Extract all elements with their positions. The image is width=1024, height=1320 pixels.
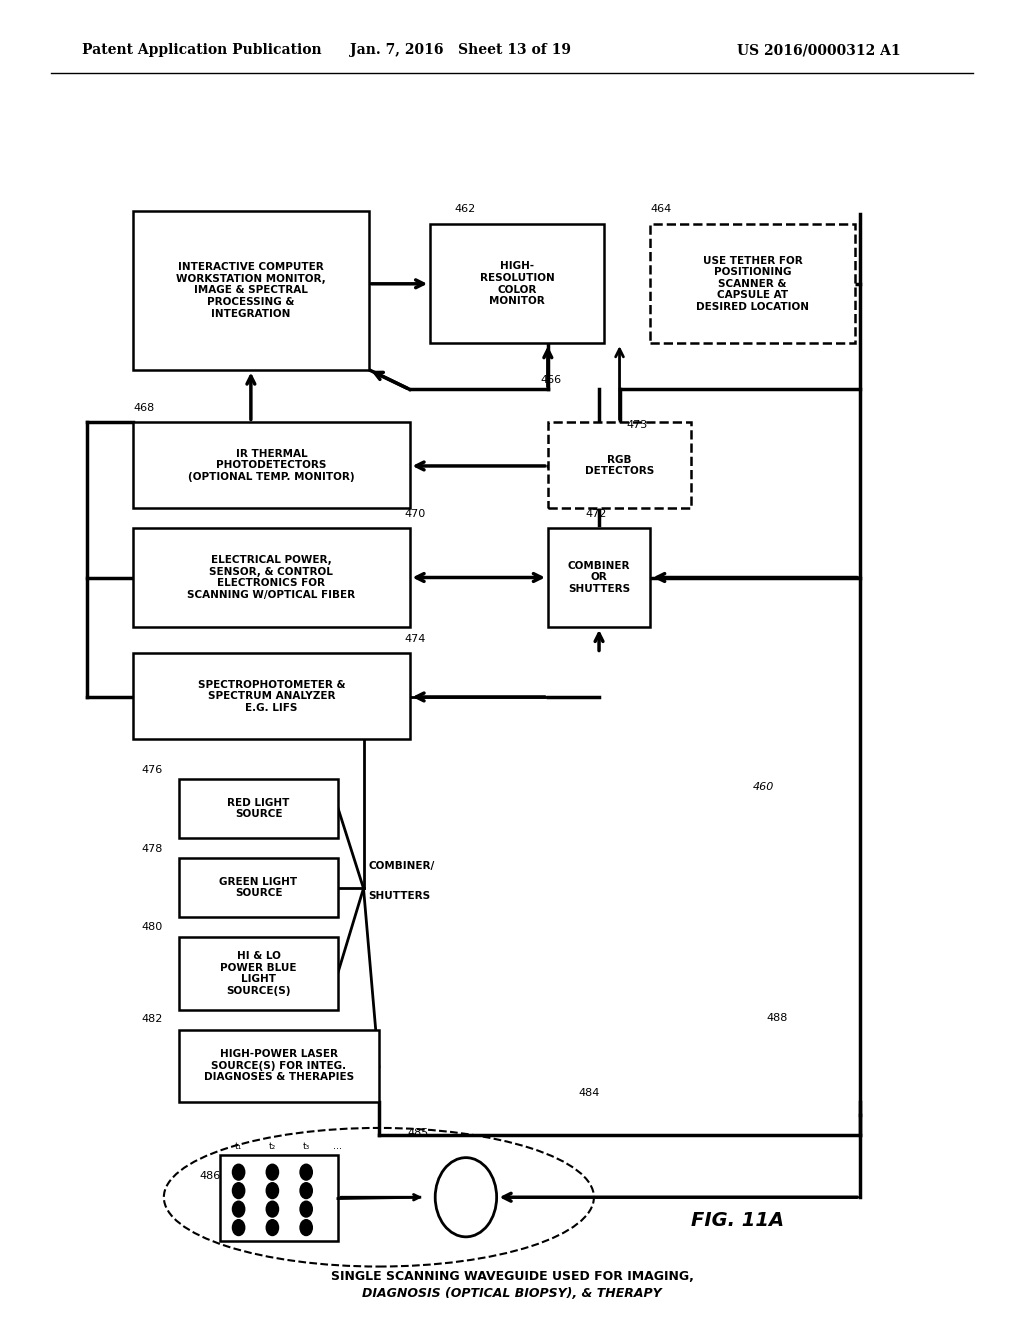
Circle shape (266, 1183, 279, 1199)
Text: GREEN LIGHT
SOURCE: GREEN LIGHT SOURCE (219, 876, 298, 899)
Text: 474: 474 (404, 634, 426, 644)
Text: SHUTTERS: SHUTTERS (369, 891, 431, 902)
Text: t₃: t₃ (302, 1142, 310, 1151)
Circle shape (266, 1220, 279, 1236)
Circle shape (232, 1220, 245, 1236)
Bar (650, 224, 855, 343)
Bar (133, 211, 369, 370)
Bar (179, 779, 338, 838)
Circle shape (266, 1201, 279, 1217)
Text: ELECTRICAL POWER,
SENSOR, & CONTROL
ELECTRONICS FOR
SCANNING W/OPTICAL FIBER: ELECTRICAL POWER, SENSOR, & CONTROL ELEC… (187, 556, 355, 599)
Text: RGB
DETECTORS: RGB DETECTORS (585, 454, 654, 477)
Bar (179, 858, 338, 917)
Text: COMBINER
OR
SHUTTERS: COMBINER OR SHUTTERS (567, 561, 631, 594)
Text: FIG. 11A: FIG. 11A (691, 1212, 783, 1230)
Text: 472: 472 (586, 508, 607, 519)
Text: RED LIGHT
SOURCE: RED LIGHT SOURCE (227, 797, 290, 820)
Bar (548, 528, 650, 627)
Text: US 2016/0000312 A1: US 2016/0000312 A1 (737, 44, 901, 57)
Bar (179, 937, 338, 1010)
Text: 486: 486 (200, 1171, 221, 1181)
Text: 480: 480 (141, 921, 163, 932)
Text: HIGH-POWER LASER
SOURCE(S) FOR INTEG.
DIAGNOSES & THERAPIES: HIGH-POWER LASER SOURCE(S) FOR INTEG. DI… (204, 1049, 354, 1082)
Text: Patent Application Publication: Patent Application Publication (82, 44, 322, 57)
Text: 464: 464 (650, 203, 672, 214)
Bar (430, 224, 604, 343)
Circle shape (232, 1201, 245, 1217)
Text: ...: ... (333, 1140, 342, 1151)
Circle shape (300, 1220, 312, 1236)
Text: HI & LO
POWER BLUE
LIGHT
SOURCE(S): HI & LO POWER BLUE LIGHT SOURCE(S) (220, 952, 297, 995)
Bar (220, 1155, 338, 1241)
Bar (133, 422, 410, 508)
Circle shape (300, 1201, 312, 1217)
Text: 466: 466 (541, 375, 562, 385)
Text: 478: 478 (141, 843, 163, 854)
Text: 476: 476 (141, 764, 163, 775)
Text: COMBINER/: COMBINER/ (369, 861, 435, 871)
Text: t₁: t₁ (234, 1142, 243, 1151)
Text: 488: 488 (766, 1012, 787, 1023)
Text: 470: 470 (404, 508, 426, 519)
Text: 460: 460 (753, 781, 774, 792)
Text: t₂: t₂ (268, 1142, 276, 1151)
Text: 482: 482 (141, 1014, 163, 1024)
Circle shape (300, 1164, 312, 1180)
Circle shape (266, 1164, 279, 1180)
Text: SPECTROPHOTOMETER &
SPECTRUM ANALYZER
E.G. LIFS: SPECTROPHOTOMETER & SPECTRUM ANALYZER E.… (198, 680, 345, 713)
Bar (133, 653, 410, 739)
Text: USE TETHER FOR
POSITIONING
SCANNER &
CAPSULE AT
DESIRED LOCATION: USE TETHER FOR POSITIONING SCANNER & CAP… (696, 256, 809, 312)
Text: SINGLE SCANNING WAVEGUIDE USED FOR IMAGING,: SINGLE SCANNING WAVEGUIDE USED FOR IMAGI… (331, 1270, 693, 1283)
Text: DIAGNOSIS (OPTICAL BIOPSY), & THERAPY: DIAGNOSIS (OPTICAL BIOPSY), & THERAPY (362, 1287, 662, 1300)
Text: IR THERMAL
PHOTODETECTORS
(OPTIONAL TEMP. MONITOR): IR THERMAL PHOTODETECTORS (OPTIONAL TEMP… (188, 449, 354, 482)
Text: 484: 484 (579, 1088, 600, 1098)
Text: 468: 468 (133, 403, 155, 413)
Text: INTERACTIVE COMPUTER
WORKSTATION MONITOR,
IMAGE & SPECTRAL
PROCESSING &
INTEGRAT: INTERACTIVE COMPUTER WORKSTATION MONITOR… (176, 263, 326, 318)
Circle shape (232, 1183, 245, 1199)
Text: Jan. 7, 2016   Sheet 13 of 19: Jan. 7, 2016 Sheet 13 of 19 (350, 44, 571, 57)
Circle shape (300, 1183, 312, 1199)
Bar (548, 422, 691, 508)
Text: 485: 485 (408, 1127, 429, 1138)
Text: 462: 462 (455, 203, 476, 214)
Bar (133, 528, 410, 627)
Circle shape (232, 1164, 245, 1180)
Text: HIGH-
RESOLUTION
COLOR
MONITOR: HIGH- RESOLUTION COLOR MONITOR (480, 261, 554, 306)
Bar (179, 1030, 379, 1102)
Text: 473: 473 (627, 420, 648, 430)
